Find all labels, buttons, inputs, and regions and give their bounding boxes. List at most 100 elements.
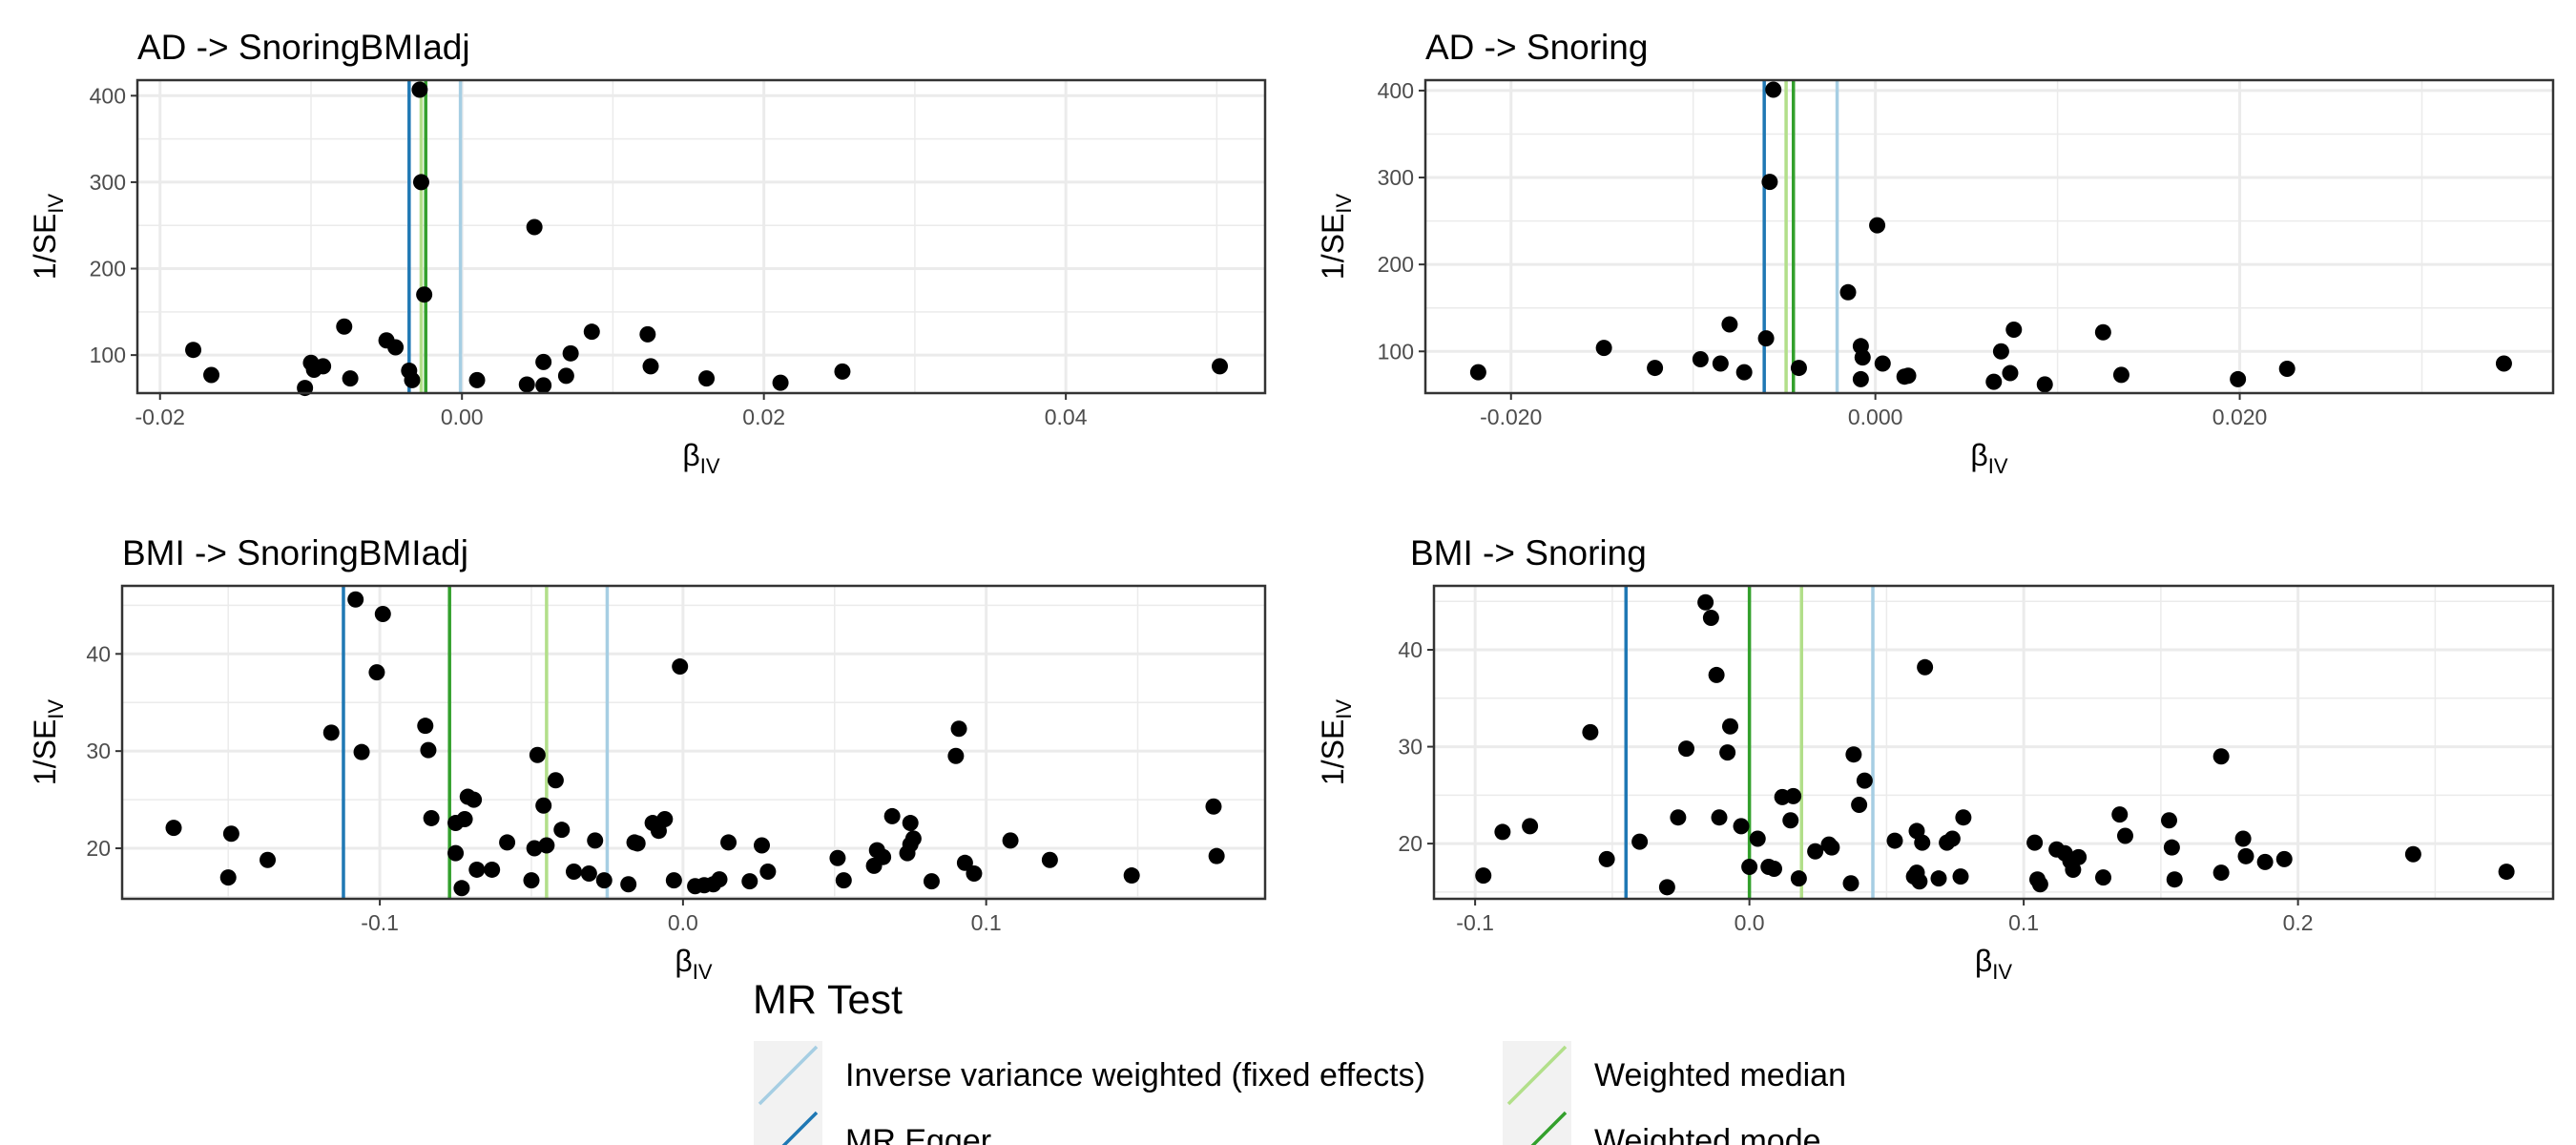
data-point — [639, 325, 656, 343]
data-point — [417, 718, 434, 735]
legend-label: Weighted median — [1594, 1057, 1846, 1093]
data-point — [557, 367, 574, 385]
legend: MR Test Inverse variance weighted (fixed… — [753, 977, 1846, 1145]
data-point — [1943, 830, 1961, 847]
y-tick-label: 100 — [90, 343, 126, 367]
data-point — [711, 871, 728, 888]
data-point — [2112, 366, 2129, 384]
data-point — [587, 832, 604, 849]
data-point — [2065, 862, 2082, 879]
data-point — [2212, 864, 2230, 882]
data-point — [834, 363, 851, 380]
data-point — [904, 830, 922, 847]
y-tick-label: 300 — [1378, 165, 1414, 190]
data-point — [580, 865, 597, 883]
data-point — [1212, 358, 1229, 375]
panel-border — [135, 78, 1267, 395]
legend-item: Inverse variance weighted (fixed effects… — [754, 1041, 1425, 1110]
x-axis-label: βIV — [682, 438, 720, 478]
y-tick-label: 200 — [90, 257, 126, 281]
data-point — [2166, 871, 2183, 888]
data-point — [1785, 787, 1802, 804]
data-point — [1952, 868, 1969, 885]
data-point — [342, 370, 359, 387]
data-point — [222, 825, 239, 843]
data-point — [1900, 367, 1917, 385]
data-point — [829, 849, 846, 866]
data-point — [535, 377, 552, 394]
data-point — [484, 861, 501, 878]
x-axis-label: βIV — [1975, 944, 2013, 984]
data-point — [620, 876, 637, 893]
legend-item: MR Egger — [754, 1107, 991, 1145]
data-point — [374, 606, 391, 623]
data-point — [1595, 340, 1612, 357]
data-point — [547, 772, 564, 789]
y-tick-label: 200 — [1378, 252, 1414, 277]
data-point — [1955, 809, 1972, 826]
legend-label: Weighted mode — [1594, 1123, 1821, 1145]
legend-items: Inverse variance weighted (fixed effects… — [754, 1041, 1846, 1145]
data-point — [1658, 879, 1675, 896]
data-point — [1930, 870, 1947, 887]
data-point — [1886, 832, 1903, 849]
data-point — [1842, 875, 1859, 892]
data-point — [565, 863, 582, 880]
data-point — [642, 358, 659, 375]
data-point — [456, 810, 473, 827]
data-point — [368, 664, 385, 681]
panel-1: AD -> SnoringBMIadj -0.02 0.00 0.02 0.04 100 2… — [28, 28, 1267, 478]
data-point — [1475, 867, 1492, 885]
data-point — [923, 873, 940, 890]
y-axis-label: 1/SEIV — [1316, 699, 1356, 785]
data-point — [1647, 360, 1664, 377]
data-point — [411, 81, 428, 98]
data-point — [1757, 330, 1775, 347]
panel-border — [1423, 78, 2555, 395]
y-axis-label: 1/SEIV — [28, 699, 68, 785]
data-point — [219, 869, 237, 886]
legend-key-background — [754, 1107, 822, 1145]
data-point — [2161, 812, 2177, 829]
data-point — [526, 219, 543, 236]
data-point — [1992, 343, 2009, 360]
data-point — [1205, 798, 1222, 815]
data-point — [1749, 830, 1766, 847]
data-point — [2005, 321, 2023, 338]
data-point — [260, 851, 277, 868]
data-point — [2036, 376, 2053, 393]
panel-border — [120, 584, 1267, 901]
y-tick-label: 20 — [86, 836, 111, 861]
x-tick-label: 0.0 — [1735, 910, 1765, 935]
data-point — [165, 820, 182, 837]
data-point — [499, 834, 516, 851]
data-point — [672, 658, 689, 676]
y-tick-label: 40 — [86, 641, 111, 666]
data-point — [2495, 355, 2512, 372]
data-point — [1761, 174, 1778, 191]
data-point — [1708, 666, 1725, 683]
panel-2: AD -> Snoring -0.020 0.000 0.020 100 200 300 40… — [1316, 28, 2555, 478]
data-point — [553, 822, 571, 839]
x-tick-label: -0.020 — [1480, 405, 1542, 429]
data-point — [535, 797, 552, 814]
data-point — [1856, 772, 1873, 789]
data-point — [468, 861, 486, 878]
data-point — [526, 840, 543, 857]
data-point — [1790, 870, 1807, 887]
data-point — [772, 374, 789, 391]
data-point — [404, 371, 421, 388]
data-point — [336, 318, 353, 335]
data-point — [1670, 809, 1687, 826]
data-point — [315, 358, 332, 375]
data-point — [387, 339, 405, 356]
data-point — [966, 865, 983, 883]
data-point — [2094, 323, 2111, 341]
data-point — [1766, 861, 1782, 878]
x-tick-label: 0.04 — [1045, 405, 1088, 429]
data-point — [1678, 740, 1694, 758]
data-point — [2117, 827, 2133, 844]
data-point — [412, 174, 429, 191]
data-point — [420, 741, 437, 759]
